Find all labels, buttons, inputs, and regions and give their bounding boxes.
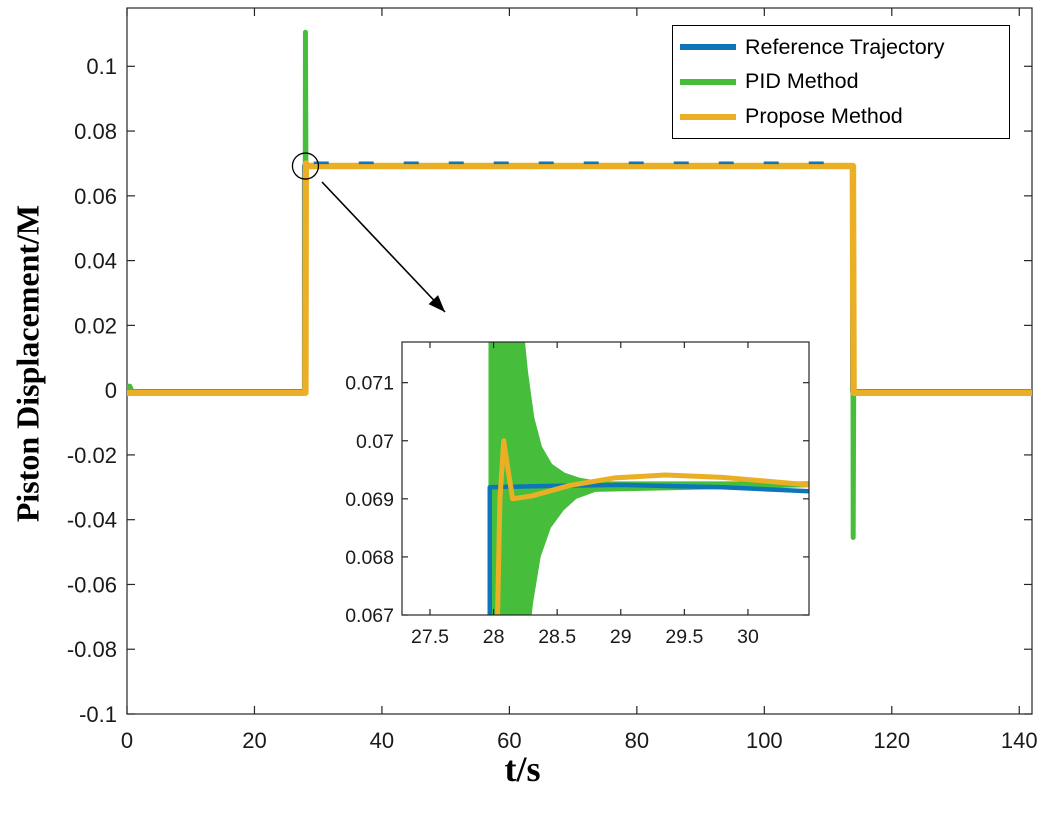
inset-series xyxy=(487,342,809,615)
main-x-tick-label: 0 xyxy=(121,728,133,753)
x-axis-title: t/s xyxy=(504,749,541,789)
inset-x-tick-label: 27.5 xyxy=(411,626,449,648)
main-x-tick-label: 80 xyxy=(625,728,649,753)
main-x-tick-label: 120 xyxy=(873,728,910,753)
highlight-circle xyxy=(291,152,320,180)
legend-label-propose: Propose Method xyxy=(745,104,903,129)
pid-oscillation-band xyxy=(488,342,809,615)
arrow-line xyxy=(321,181,446,313)
main-y-tick-label: -0.04 xyxy=(67,508,117,533)
inset-x-tick-label: 29.5 xyxy=(665,626,703,648)
reference-line-swatch xyxy=(680,44,736,51)
main-x-tick-label: 140 xyxy=(1001,728,1038,753)
legend-item-pid: PID Method xyxy=(673,69,1009,94)
main-frame: 0 20 40 60 80 100 120 140 -0.1 -0.08 -0.06 -0.04 -0.… xyxy=(67,7,1038,753)
series-propose-method xyxy=(127,160,1032,396)
main-y-tick-label: -0.02 xyxy=(67,443,117,468)
main-series xyxy=(127,29,1032,540)
main-y-tick-label: -0.08 xyxy=(67,637,117,662)
arrow-head-icon xyxy=(428,295,445,312)
series-pid-method xyxy=(127,29,1032,540)
main-x-tick-label: 60 xyxy=(497,728,521,753)
legend-item-reference: Reference Trajectory xyxy=(673,35,1009,60)
main-y-tick-label: -0.06 xyxy=(67,572,117,597)
main-y-tick-label: 0.1 xyxy=(86,54,117,79)
inset-x-tick-label: 28 xyxy=(483,626,505,648)
main-x-tick-label: 20 xyxy=(242,728,266,753)
inset-x-tick-label: 28.5 xyxy=(538,626,576,648)
inset-y-tick-label: 0.068 xyxy=(345,547,394,569)
legend: Reference Trajectory PID Method Propose … xyxy=(672,25,1010,139)
inset-frame: 27.5 28 28.5 29 29.5 30 0.067 0.068 0.069 0.07 0.0… xyxy=(345,341,810,648)
inset-x-tick-label: 29 xyxy=(610,626,632,648)
main-y-tick-label: 0.04 xyxy=(74,249,117,274)
main-y-tick-label: 0 xyxy=(105,378,117,403)
y-axis-title: Piston Displacement/M xyxy=(9,204,46,523)
main-x-tick-label: 40 xyxy=(370,728,394,753)
inset-y-tick-label: 0.071 xyxy=(345,373,394,395)
main-y-tick-label: 0.08 xyxy=(74,119,117,144)
inset-x-tick-label: 30 xyxy=(737,626,759,648)
legend-label-reference: Reference Trajectory xyxy=(745,34,945,59)
legend-item-propose: Propose Method xyxy=(673,104,1009,129)
inset-y-tick-label: 0.07 xyxy=(356,431,394,453)
main-y-tick-label: -0.1 xyxy=(79,702,117,727)
main-x-tick-label: 100 xyxy=(746,728,783,753)
legend-label-pid: PID Method xyxy=(745,69,859,94)
pid-line-swatch xyxy=(680,78,736,85)
zoom-annotation xyxy=(291,152,446,313)
inset-y-tick-label: 0.069 xyxy=(345,489,394,511)
main-y-tick-label: 0.06 xyxy=(74,184,117,209)
inset-y-tick-label: 0.067 xyxy=(345,605,394,627)
propose-line-swatch xyxy=(680,113,736,120)
main-y-tick-label: 0.02 xyxy=(74,313,117,338)
inset-series-propose-method xyxy=(495,438,809,615)
